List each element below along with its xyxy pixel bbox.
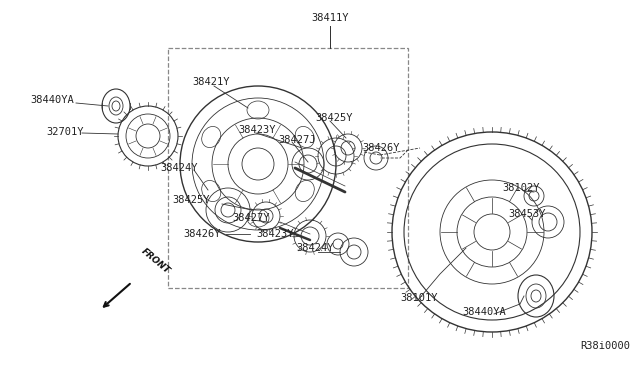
Text: 38427J: 38427J (278, 135, 316, 145)
Text: 38101Y: 38101Y (400, 293, 438, 303)
Text: 32701Y: 32701Y (46, 127, 83, 137)
Text: 38453Y: 38453Y (508, 209, 545, 219)
Text: 38424Y: 38424Y (160, 163, 198, 173)
Text: 38423Y: 38423Y (256, 229, 294, 239)
Text: 38425Y: 38425Y (315, 113, 353, 123)
Text: 38427Y: 38427Y (232, 213, 269, 223)
Text: 38426Y: 38426Y (183, 229, 221, 239)
Text: 38423Y: 38423Y (238, 125, 275, 135)
Text: R38i0000: R38i0000 (580, 341, 630, 351)
Text: 38425Y: 38425Y (172, 195, 209, 205)
Text: FRONT: FRONT (140, 247, 172, 276)
Text: 38426Y: 38426Y (362, 143, 399, 153)
Text: 38424Y: 38424Y (296, 243, 333, 253)
Text: 38411Y: 38411Y (311, 13, 349, 23)
Text: 38421Y: 38421Y (192, 77, 230, 87)
Bar (168, 48, 408, 288)
Text: 38440YA: 38440YA (30, 95, 74, 105)
Text: 38102Y: 38102Y (502, 183, 540, 193)
Text: 38440YA: 38440YA (462, 307, 506, 317)
